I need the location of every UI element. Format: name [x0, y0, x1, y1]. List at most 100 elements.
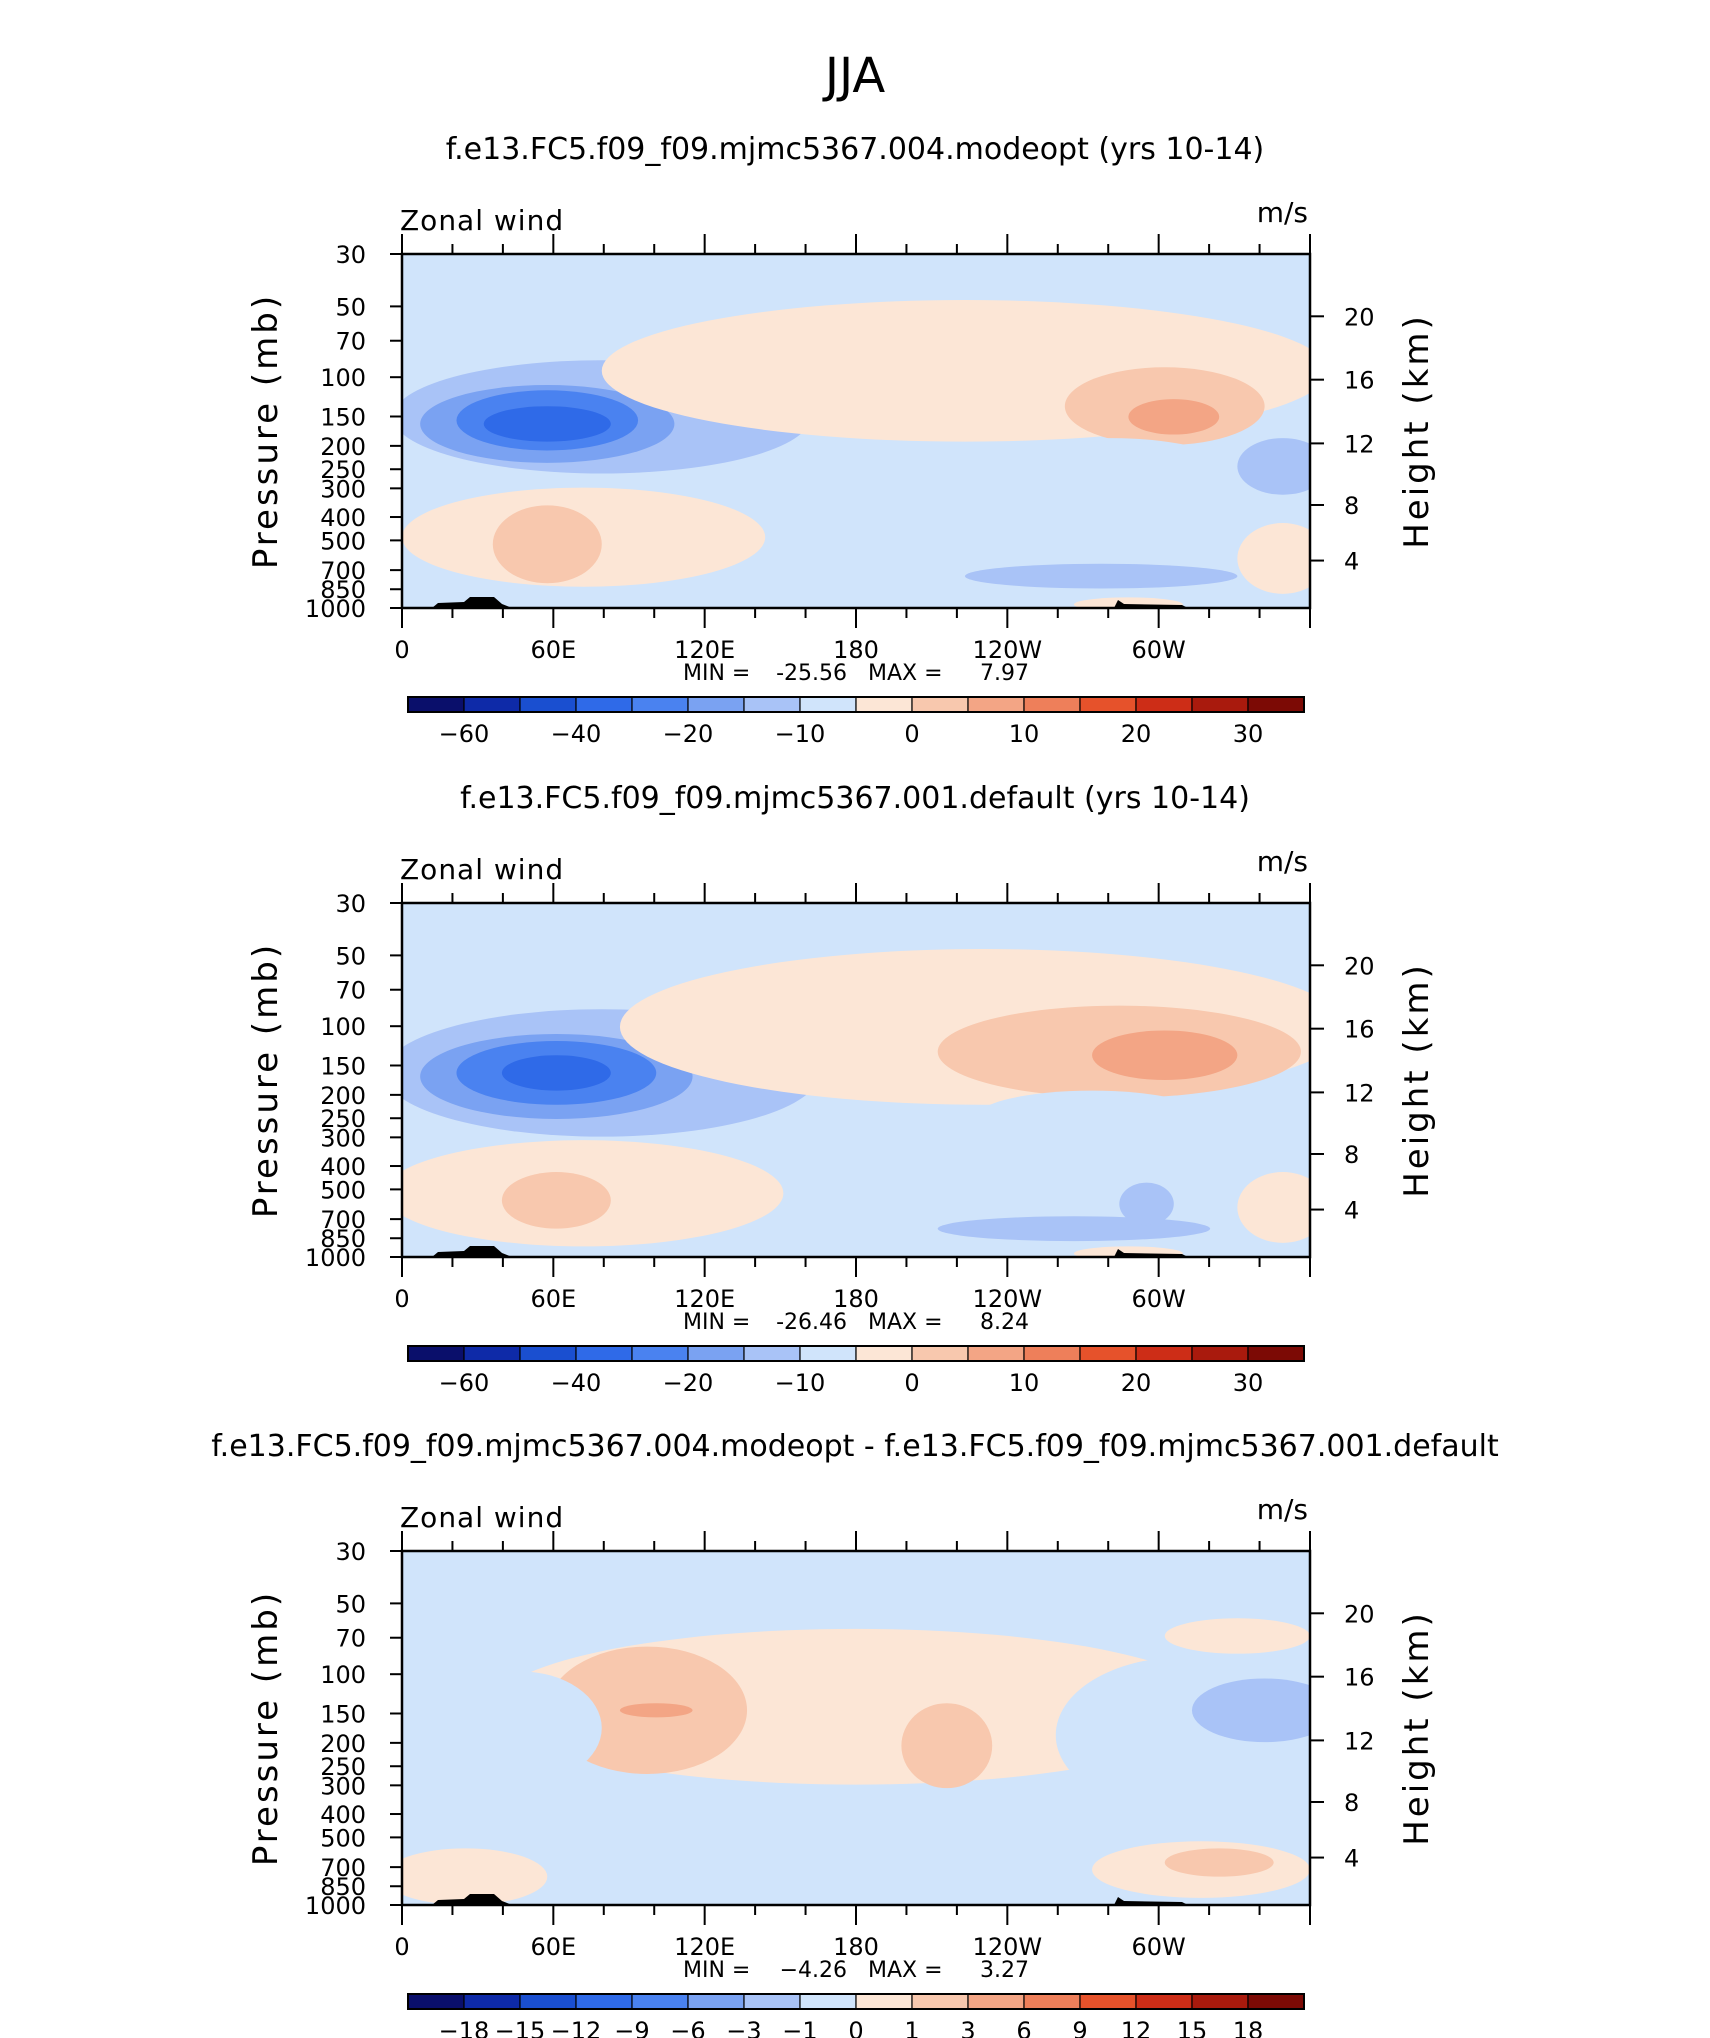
colorbar-swatch — [743, 1993, 801, 2010]
colorbar-swatch — [1191, 696, 1249, 713]
y2-tick-label: 16 — [1344, 1664, 1375, 1692]
y2-tick-label: 12 — [1344, 1079, 1375, 1107]
colorbar-swatch — [687, 696, 745, 713]
colorbar-swatch — [407, 696, 465, 713]
y-tick-label: 200 — [320, 1082, 366, 1110]
y2-tick-label: 4 — [1344, 1197, 1359, 1225]
colorbar-swatch — [631, 696, 689, 713]
y-tick-label: 850 — [320, 576, 366, 604]
chart-title: f.e13.FC5.f09_f09.mjmc5367.001.default (… — [460, 781, 1250, 816]
y2-axis-title: Height (km) — [1397, 1610, 1437, 1846]
colorbar-swatch — [855, 1345, 913, 1362]
colorbar-swatch — [575, 1345, 633, 1362]
x-tick-label: 0 — [394, 1933, 409, 1961]
y-tick-label: 100 — [320, 364, 366, 392]
y-tick-label: 30 — [335, 1538, 366, 1566]
min-label: MIN = — [683, 1310, 750, 1335]
colorbar-swatch — [1135, 1345, 1193, 1362]
x-tick-label: 180 — [833, 636, 879, 664]
max-label: MAX = — [868, 1958, 943, 1983]
colorbar-label: 0 — [904, 720, 919, 748]
contour-region — [474, 1820, 784, 1863]
chart-panel: f.e13.FC5.f09_f09.mjmc5367.004.modeopt (… — [246, 132, 1437, 748]
colorbar-label: −40 — [551, 1369, 602, 1397]
max-value: 3.27 — [980, 1958, 1029, 1983]
colorbar-label: 10 — [1009, 1369, 1040, 1397]
colorbar-swatch — [407, 1993, 465, 2010]
x-tick-label: 120W — [973, 1285, 1043, 1313]
colorbar-label: −1 — [782, 2017, 817, 2038]
colorbar-label: 15 — [1177, 2017, 1208, 2038]
colorbar-swatch — [463, 1993, 521, 2010]
colorbar-swatch — [687, 1993, 745, 2010]
terrain-africa — [432, 1894, 512, 1905]
y-tick-label: 300 — [320, 1772, 366, 1800]
colorbar-swatch — [1079, 696, 1137, 713]
contour-region — [483, 406, 611, 442]
y-tick-label: 150 — [320, 1700, 366, 1728]
colorbar-swatch — [519, 1345, 577, 1362]
y-tick-label: 500 — [320, 527, 366, 555]
x-tick-label: 60W — [1132, 1285, 1186, 1313]
y2-tick-label: 20 — [1344, 303, 1375, 331]
contour-region — [1237, 1172, 1310, 1243]
y-tick-label: 200 — [320, 433, 366, 461]
colorbar-swatch — [687, 1345, 745, 1362]
y-tick-label: 50 — [335, 1590, 366, 1618]
colorbar-swatch — [1023, 1993, 1081, 2010]
y-tick-label: 30 — [335, 890, 366, 918]
y-tick-label: 250 — [320, 456, 366, 484]
page-title: JJA — [822, 48, 885, 104]
colorbar-swatch — [1023, 696, 1081, 713]
y2-tick-label: 8 — [1344, 492, 1359, 520]
x-tick-label: 60W — [1132, 1933, 1186, 1961]
min-label: MIN = — [683, 1958, 750, 1983]
y-tick-label: 100 — [320, 1661, 366, 1689]
colorbar-label: −6 — [670, 2017, 705, 2038]
chart-title: f.e13.FC5.f09_f09.mjmc5367.004.modeopt -… — [211, 1429, 1499, 1464]
contour-region — [901, 1703, 993, 1789]
colorbar-swatch — [631, 1993, 689, 2010]
y2-tick-label: 12 — [1344, 1727, 1375, 1755]
colorbar-label: −60 — [439, 720, 490, 748]
colorbar-swatch — [519, 1993, 577, 2010]
max-label: MAX = — [868, 661, 943, 686]
colorbar-label: −15 — [495, 2017, 546, 2038]
x-tick-label: 120E — [674, 1933, 735, 1961]
contour-region — [402, 1848, 548, 1905]
max-value: 7.97 — [980, 661, 1029, 686]
colorbar-swatch — [407, 1345, 465, 1362]
colorbar-swatch — [1023, 1345, 1081, 1362]
colorbar-swatch — [743, 1345, 801, 1362]
panels: f.e13.FC5.f09_f09.mjmc5367.004.modeopt (… — [211, 132, 1499, 2038]
max-label: MAX = — [868, 1310, 943, 1335]
colorbar-label: −20 — [663, 720, 714, 748]
colorbar-label: −12 — [551, 2017, 602, 2038]
colorbar-label: 12 — [1121, 2017, 1152, 2038]
y-tick-label: 70 — [335, 1625, 366, 1653]
field-label: Zonal wind — [400, 853, 564, 886]
colorbar-swatch — [967, 696, 1025, 713]
colorbar-frame — [407, 696, 1305, 713]
y-tick-label: 1000 — [305, 595, 366, 623]
contour-region — [974, 1090, 1211, 1148]
colorbar-swatch — [743, 696, 801, 713]
colorbar-label: 3 — [960, 2017, 975, 2038]
y-tick-label: 150 — [320, 403, 366, 431]
y2-axis-title: Height (km) — [1397, 962, 1437, 1198]
contour-region — [438, 1671, 602, 1785]
contour-region — [1164, 1848, 1274, 1877]
units-label: m/s — [1257, 845, 1308, 878]
contour-region — [501, 1055, 611, 1091]
y-tick-label: 400 — [320, 504, 366, 532]
y-tick-label: 850 — [320, 1225, 366, 1253]
colorbar-swatch — [1135, 696, 1193, 713]
y-tick-label: 100 — [320, 1013, 366, 1041]
colorbar-swatch — [855, 696, 913, 713]
colorbar-swatch — [631, 1345, 689, 1362]
colorbar-swatch — [463, 696, 521, 713]
colorbar-swatch — [1079, 1993, 1137, 2010]
y-tick-label: 400 — [320, 1801, 366, 1829]
x-tick-label: 120E — [674, 1285, 735, 1313]
contour-region — [1092, 1030, 1238, 1080]
